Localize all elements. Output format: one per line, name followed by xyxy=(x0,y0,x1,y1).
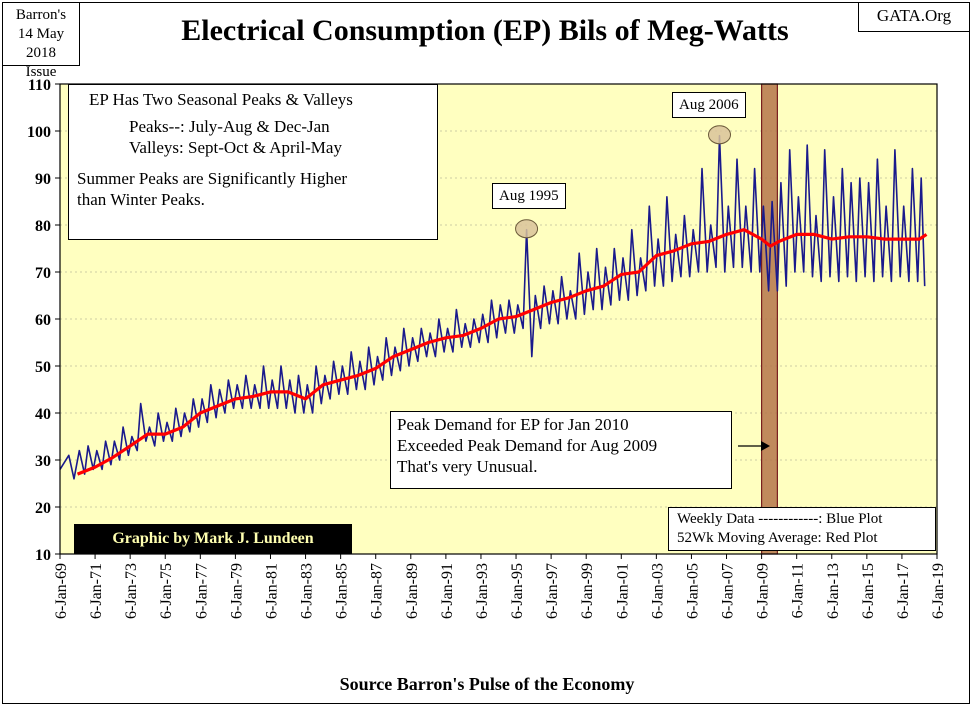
chart-footer-source: Source Barron's Pulse of the Economy xyxy=(339,674,635,694)
note-line-4: Summer Peaks are Significantly Higher xyxy=(77,169,348,188)
note-line-3: Valleys: Sept-Oct & April-May xyxy=(129,138,342,157)
x-tick-label: 6-Jan-09 xyxy=(755,563,772,619)
highlight-band xyxy=(760,83,778,555)
x-tick-label: 6-Jan-81 xyxy=(263,563,280,619)
x-tick-label: 6-Jan-75 xyxy=(158,563,175,619)
x-tick-label: 6-Jan-73 xyxy=(123,563,140,619)
note-line-2: Peaks--: July-Aug & Dec-Jan xyxy=(129,117,330,136)
chart-title: Electrical Consumption (EP) Bils of Meg-… xyxy=(181,14,789,47)
y-tick-label: 60 xyxy=(35,312,51,329)
callout-line-3: That's very Unusual. xyxy=(397,457,538,476)
seasonal-notes-box: EP Has Two Seasonal Peaks & Valleys Peak… xyxy=(68,84,438,240)
peak-tag-aug-2006: Aug 2006 xyxy=(672,92,746,118)
x-tick-label: 6-Jan-07 xyxy=(720,563,737,619)
x-tick-label: 6-Jan-15 xyxy=(860,563,877,619)
y-tick-label: 100 xyxy=(27,124,51,141)
y-tick-label: 50 xyxy=(35,359,51,376)
issue-line-2: 14 May 2018 xyxy=(17,26,65,61)
peak-marker xyxy=(708,125,732,145)
callout-line-2: Exceeded Peak Demand for Aug 2009 xyxy=(397,436,658,455)
y-tick-label: 110 xyxy=(28,77,51,94)
legend-line-average: 52Wk Moving Average: Red Plot xyxy=(677,530,878,546)
y-tick-label: 10 xyxy=(35,547,51,564)
y-tick-label: 90 xyxy=(35,171,51,188)
x-tick-label: 6-Jan-13 xyxy=(825,563,842,619)
callout-arrow-head xyxy=(761,441,770,451)
x-tick-label: 6-Jan-71 xyxy=(88,563,105,619)
callout-line-1: Peak Demand for EP for Jan 2010 xyxy=(397,415,629,434)
x-tick-label: 6-Jan-79 xyxy=(228,563,245,619)
x-tick-label: 6-Jan-87 xyxy=(369,563,386,619)
y-tick-label: 40 xyxy=(35,406,51,423)
x-tick-label: 6-Jan-03 xyxy=(649,563,666,619)
x-tick-label: 6-Jan-83 xyxy=(299,563,316,619)
axis-layer: 10 20 30 40 50 60 70 80 90 100 110 6-Jan-69 6-Jan-71… xyxy=(27,77,947,619)
x-tick-label: 6-Jan-85 xyxy=(334,563,351,619)
y-tick-label: 30 xyxy=(35,453,51,470)
legend-box: Weekly Data ------------: Blue Plot 52Wk… xyxy=(668,507,936,551)
issue-box: Barron's 14 May 2018 Issue xyxy=(2,2,80,80)
x-tick-label: 6-Jan-19 xyxy=(930,563,947,619)
highlight-band-layer xyxy=(760,83,778,555)
series-layer xyxy=(59,134,928,480)
note-line-1: EP Has Two Seasonal Peaks & Valleys xyxy=(89,90,353,109)
note-line-5: than Winter Peaks. xyxy=(77,190,205,209)
x-tick-label: 6-Jan-91 xyxy=(439,563,456,619)
x-tick-label: 6-Jan-99 xyxy=(579,563,596,619)
x-tick-label: 6-Jan-69 xyxy=(53,563,70,619)
x-tick-label: 6-Jan-93 xyxy=(474,563,491,619)
x-tick-label: 6-Jan-17 xyxy=(895,563,912,619)
legend-line-weekly: Weekly Data ------------: Blue Plot xyxy=(677,511,883,527)
moving-average-line xyxy=(76,228,928,476)
source-tag: GATA.Org xyxy=(858,2,970,32)
y-tick-label: 80 xyxy=(35,218,51,235)
y-tick-label: 20 xyxy=(35,500,51,517)
x-tick-label: 6-Jan-05 xyxy=(684,563,701,619)
plot-border xyxy=(59,83,938,555)
weekly-data-line xyxy=(59,134,926,480)
peak-demand-callout: Peak Demand for EP for Jan 2010 Exceeded… xyxy=(390,411,732,489)
x-tick-label: 6-Jan-89 xyxy=(404,563,421,619)
y-tick-label: 70 xyxy=(35,265,51,282)
x-tick-label: 6-Jan-97 xyxy=(544,563,561,619)
x-tick-label: 6-Jan-77 xyxy=(193,563,210,619)
x-tick-label: 6-Jan-95 xyxy=(509,563,526,619)
credit-badge: Graphic by Mark J. Lundeen xyxy=(74,524,352,554)
x-tick-label: 6-Jan-01 xyxy=(614,563,631,619)
marker-layer xyxy=(515,125,770,451)
peak-marker xyxy=(515,219,539,239)
issue-line-1: Barron's xyxy=(15,7,67,23)
x-tick-label: 6-Jan-11 xyxy=(790,563,807,618)
issue-line-3: Issue xyxy=(25,64,57,80)
peak-tag-aug-1995: Aug 1995 xyxy=(492,183,566,209)
